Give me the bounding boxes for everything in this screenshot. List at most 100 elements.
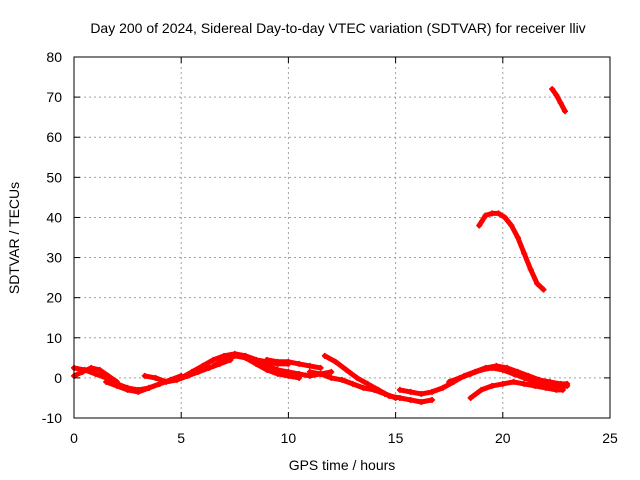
data-point: [392, 394, 399, 401]
data-point: [173, 376, 180, 383]
data-point: [285, 358, 292, 365]
data-point: [343, 366, 350, 373]
data-point: [439, 384, 446, 391]
data-point: [124, 386, 131, 393]
data-point: [206, 364, 213, 371]
data-point: [113, 382, 120, 389]
data-point: [79, 368, 86, 375]
data-point: [521, 374, 528, 381]
series-layer: [71, 86, 571, 405]
y-tick-label: 20: [46, 290, 62, 306]
data-point: [242, 354, 249, 361]
data-point: [296, 370, 303, 377]
data-point: [542, 382, 549, 389]
data-point: [231, 352, 238, 359]
x-tick-label: 20: [495, 430, 511, 446]
y-axis-label: SDTVAR / TECUs: [6, 182, 22, 294]
data-point: [467, 394, 474, 401]
data-point: [349, 380, 356, 387]
y-tick-label: -10: [42, 410, 62, 426]
data-point: [478, 386, 485, 393]
data-point: [418, 398, 425, 405]
y-tick-label: 40: [46, 209, 62, 225]
data-point: [540, 286, 547, 293]
data-point: [521, 380, 528, 387]
data-point: [360, 384, 367, 391]
data-point: [92, 370, 99, 377]
data-point: [274, 366, 281, 373]
data-point: [446, 378, 453, 385]
data-point: [549, 86, 556, 93]
data-point: [521, 250, 528, 257]
data-point: [371, 386, 378, 393]
data-point: [407, 396, 414, 403]
data-point: [103, 378, 110, 385]
data-point: [531, 378, 538, 385]
data-point: [499, 366, 506, 373]
data-point: [332, 358, 339, 365]
x-axis-label: GPS time / hours: [289, 457, 396, 473]
data-point: [163, 378, 170, 385]
data-point: [495, 210, 502, 217]
data-point: [429, 396, 436, 403]
series-line-track-p: [549, 86, 568, 114]
data-point: [489, 382, 496, 389]
data-point: [306, 362, 313, 369]
x-tick-label: 5: [177, 430, 185, 446]
x-tick-label: 15: [388, 430, 404, 446]
data-point: [456, 374, 463, 381]
data-point: [274, 358, 281, 365]
data-point: [188, 368, 195, 375]
data-point: [328, 368, 335, 375]
data-point: [553, 92, 560, 99]
y-tick-label: 60: [46, 129, 62, 145]
x-tick-label: 25: [602, 430, 618, 446]
data-point: [514, 234, 521, 241]
data-point: [499, 380, 506, 387]
data-point: [296, 360, 303, 367]
data-point: [135, 388, 142, 395]
data-point: [561, 108, 568, 115]
data-point: [210, 362, 217, 369]
data-point: [510, 370, 517, 377]
data-point: [489, 210, 496, 217]
ticks: 0 5 10 15 20 25 -10 0 10 20 30 40 50 60 70 80: [42, 49, 618, 446]
data-point: [328, 374, 335, 381]
data-point: [478, 366, 485, 373]
data-point: [364, 380, 371, 387]
data-point: [489, 364, 496, 371]
data-point: [429, 388, 436, 395]
x-tick-label: 10: [281, 430, 297, 446]
data-point: [199, 362, 206, 369]
data-point: [407, 388, 414, 395]
data-point: [210, 356, 217, 363]
data-point: [263, 362, 270, 369]
data-point: [534, 280, 541, 287]
data-point: [88, 364, 95, 371]
data-point: [146, 384, 153, 391]
y-tick-label: 30: [46, 250, 62, 266]
data-point: [339, 376, 345, 383]
data-point: [557, 100, 564, 107]
data-point: [467, 370, 474, 377]
data-point: [501, 214, 508, 221]
data-point: [396, 386, 403, 393]
data-point: [321, 352, 328, 359]
y-tick-label: 50: [46, 169, 62, 185]
y-tick-label: 0: [54, 370, 62, 386]
data-point: [96, 366, 103, 373]
data-point: [561, 382, 568, 389]
data-point: [510, 378, 517, 385]
data-point: [263, 356, 270, 363]
data-point: [317, 364, 324, 371]
data-point: [141, 372, 148, 379]
y-tick-label: 80: [46, 49, 62, 65]
data-point: [221, 356, 228, 363]
data-point: [476, 222, 483, 229]
data-point: [105, 372, 112, 379]
data-point: [508, 222, 515, 229]
chart-title: Day 200 of 2024, Sidereal Day-to-day VTE…: [90, 20, 585, 36]
data-point: [285, 368, 292, 375]
data-point: [381, 390, 388, 397]
